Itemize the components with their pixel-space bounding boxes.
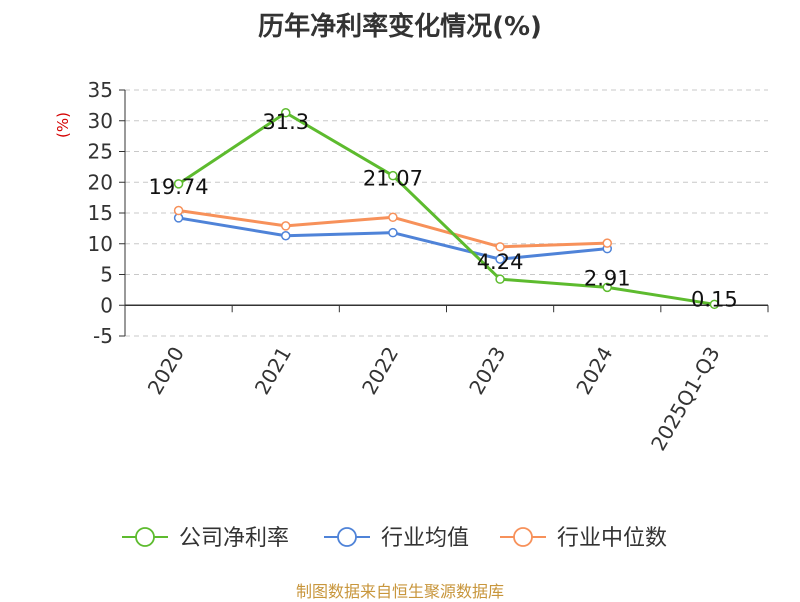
- axis-layer: -5 0 5 10 15 20 25 30 35 (%) 2020 2021 2022 2023 2024 2…: [54, 78, 769, 455]
- series-line: [178, 216, 608, 261]
- series-layer: [173, 108, 720, 310]
- data-label: 31.3: [262, 110, 309, 134]
- x-tick-label: 2021: [250, 343, 296, 399]
- data-point[interactable]: [495, 274, 505, 284]
- data-point[interactable]: [281, 108, 291, 118]
- legend-label: 行业中位数: [557, 526, 667, 551]
- series-line: [177, 111, 715, 306]
- y-tick-label: 5: [100, 263, 113, 287]
- y-tick-label: 0: [100, 293, 113, 317]
- data-point[interactable]: [281, 221, 291, 231]
- label-layer: 19.74 31.3 21.07 4.24 2.91 0.15: [149, 110, 738, 312]
- data-point[interactable]: [709, 299, 720, 310]
- legend-item[interactable]: 行业均值: [324, 526, 469, 551]
- data-label: 19.74: [149, 175, 209, 199]
- x-tick-label: 2024: [571, 343, 617, 399]
- x-tick-label: 2025Q1-Q3: [646, 343, 725, 455]
- data-point[interactable]: [388, 227, 398, 238]
- source-note: 制图数据来自恒生聚源数据库: [295, 582, 504, 601]
- legend-label: 行业均值: [381, 526, 469, 551]
- legend-label: 公司净利率: [179, 526, 289, 551]
- data-point[interactable]: [173, 205, 184, 216]
- data-point[interactable]: [495, 254, 505, 264]
- y-tick-label: 30: [88, 109, 113, 133]
- chart-title: 历年净利率变化情况(%): [258, 12, 542, 42]
- legend-item[interactable]: 行业中位数: [500, 526, 667, 551]
- y-axis-label: (%): [54, 112, 72, 138]
- data-point[interactable]: [281, 231, 291, 241]
- data-label: 21.07: [363, 167, 423, 191]
- legend-marker: [337, 527, 357, 547]
- data-label: 2.91: [584, 266, 631, 290]
- data-label: 0.15: [691, 287, 738, 311]
- data-point[interactable]: [602, 238, 612, 248]
- x-tick-label: 2022: [357, 343, 403, 399]
- y-tick-label: 35: [88, 78, 113, 102]
- y-tick-label: 15: [88, 201, 113, 225]
- y-tick-label: -5: [93, 324, 113, 348]
- legend-item[interactable]: 公司净利率: [122, 526, 289, 551]
- data-point[interactable]: [495, 242, 505, 252]
- x-tick-label: 2020: [143, 343, 189, 399]
- y-tick-label: 10: [88, 232, 113, 256]
- data-point[interactable]: [173, 179, 184, 189]
- grid-layer: [125, 89, 768, 337]
- legend-marker: [513, 527, 533, 547]
- legend[interactable]: 公司净利率 行业均值 行业中位数: [122, 526, 667, 551]
- data-point[interactable]: [602, 282, 612, 293]
- y-tick-label: 25: [88, 140, 113, 164]
- x-tick-label: 2023: [464, 343, 510, 399]
- data-point[interactable]: [388, 212, 398, 223]
- legend-marker: [135, 527, 155, 547]
- data-label: 4.24: [477, 250, 524, 274]
- y-tick-label: 20: [88, 170, 113, 194]
- data-point[interactable]: [388, 170, 398, 181]
